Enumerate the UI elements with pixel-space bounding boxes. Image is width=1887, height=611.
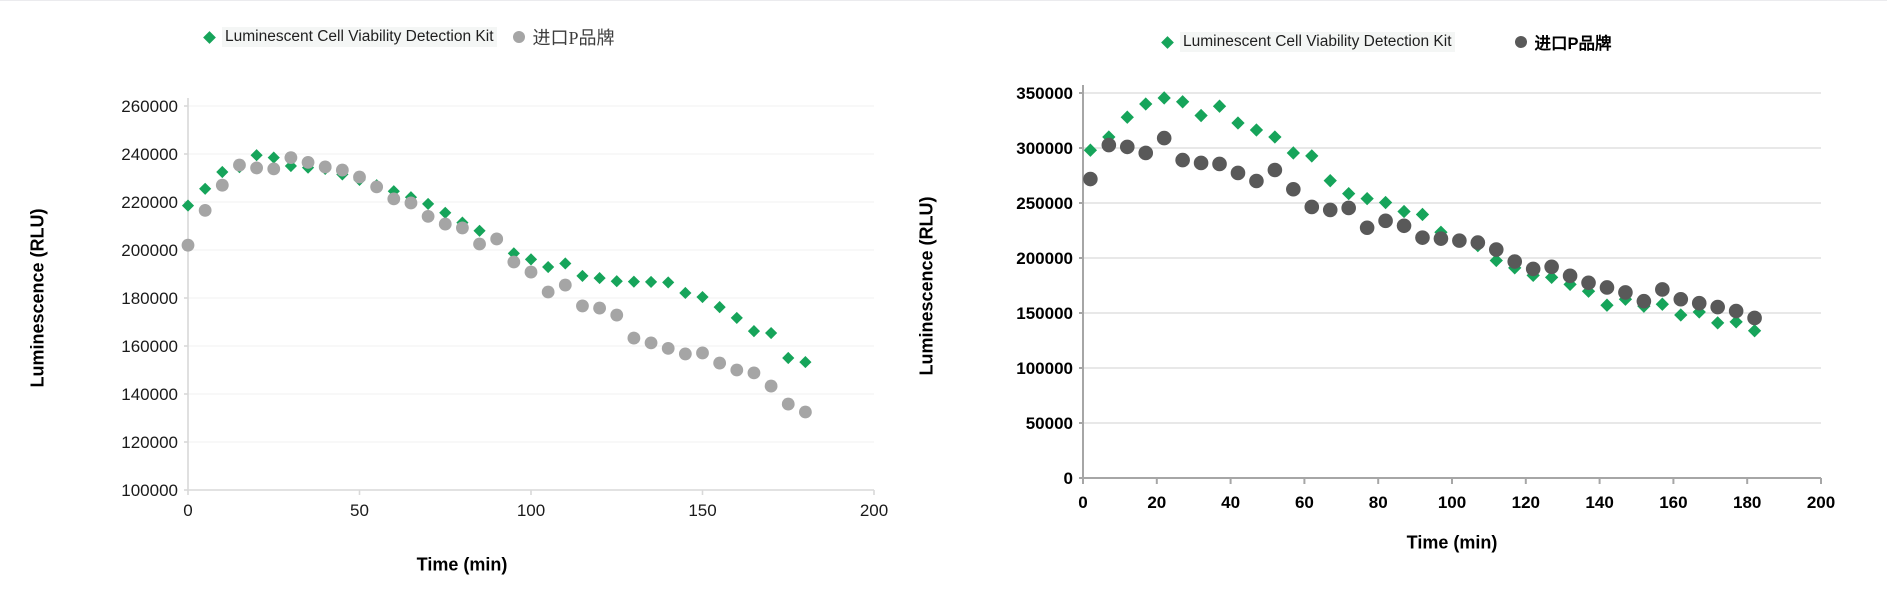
svg-text:160000: 160000 (121, 337, 178, 356)
svg-text:200: 200 (1807, 493, 1835, 512)
legend-item-brand: 进口P品牌 (1514, 30, 1612, 54)
svg-text:140000: 140000 (121, 385, 178, 404)
diamond-icon (203, 30, 216, 44)
legend-item-kit: Luminescent Cell Viability Detection Kit (203, 27, 497, 47)
circle-icon (512, 31, 525, 43)
svg-text:180000: 180000 (121, 289, 178, 308)
svg-text:100000: 100000 (1016, 359, 1073, 378)
diamond-icon (1161, 35, 1174, 49)
page-top-border (0, 0, 1887, 1)
legend-item-brand: 进口P品牌 (512, 24, 615, 50)
left-y-axis-title: Luminescence (RLU) (27, 208, 48, 388)
svg-text:120: 120 (1512, 493, 1540, 512)
legend-label-brand: 进口P品牌 (532, 28, 615, 48)
svg-text:200000: 200000 (121, 241, 178, 260)
svg-text:350000: 350000 (1016, 84, 1073, 103)
svg-text:150: 150 (688, 501, 716, 520)
right-y-axis-title: Luminescence (RLU) (916, 196, 937, 376)
svg-text:160: 160 (1659, 493, 1687, 512)
svg-text:240000: 240000 (121, 145, 178, 164)
legend-item-kit: Luminescent Cell Viability Detection Kit (1161, 32, 1455, 52)
svg-text:50000: 50000 (1026, 414, 1073, 433)
svg-text:220000: 220000 (121, 193, 178, 212)
svg-text:100: 100 (517, 501, 545, 520)
legend-label-kit: Luminescent Cell Viability Detection Kit (222, 27, 497, 47)
svg-text:180: 180 (1733, 493, 1761, 512)
left-chart-legend: Luminescent Cell Viability Detection Kit… (203, 24, 615, 50)
svg-text:300000: 300000 (1016, 139, 1073, 158)
right-x-axis-title: Time (min) (1406, 532, 1498, 553)
svg-text:50: 50 (350, 501, 369, 520)
svg-text:100: 100 (1438, 493, 1466, 512)
left-x-axis-title: Time (min) (416, 554, 508, 575)
circle-icon (1514, 36, 1527, 48)
svg-text:200: 200 (860, 501, 888, 520)
right-chart-legend: Luminescent Cell Viability Detection Kit… (1161, 30, 1612, 54)
svg-text:250000: 250000 (1016, 194, 1073, 213)
svg-text:150000: 150000 (1016, 304, 1073, 323)
svg-text:80: 80 (1369, 493, 1388, 512)
svg-text:120000: 120000 (121, 433, 178, 452)
svg-text:0: 0 (1064, 469, 1073, 488)
svg-text:40: 40 (1221, 493, 1240, 512)
svg-text:100000: 100000 (121, 481, 178, 500)
svg-text:140: 140 (1585, 493, 1613, 512)
svg-text:20: 20 (1147, 493, 1166, 512)
svg-text:260000: 260000 (121, 97, 178, 116)
svg-text:0: 0 (1078, 493, 1087, 512)
legend-label-kit: Luminescent Cell Viability Detection Kit (1180, 32, 1455, 52)
legend-label-brand: 进口P品牌 (1534, 35, 1612, 53)
svg-text:60: 60 (1295, 493, 1314, 512)
svg-text:0: 0 (183, 501, 192, 520)
svg-text:200000: 200000 (1016, 249, 1073, 268)
